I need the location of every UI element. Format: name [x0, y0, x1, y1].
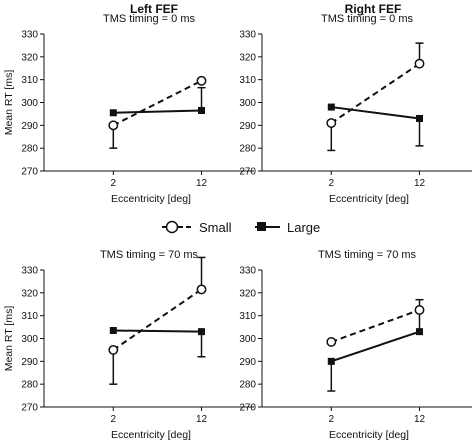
point-large: [198, 106, 205, 114]
chart-panel-2: TMS timing = 70 ms 270 280 290 300 310 320 330 2…: [3, 249, 254, 441]
x-axis-label: Eccentricity [deg]: [111, 193, 191, 205]
y-tick-label: 290: [21, 121, 38, 132]
series-line-small: [112, 288, 203, 351]
point-small: [326, 118, 337, 129]
panel-subtitle: TMS timing = 0 ms: [321, 13, 413, 25]
x-tick-label: 12: [414, 178, 426, 189]
y-tick-label: 270: [239, 403, 256, 414]
point-large: [198, 328, 205, 336]
y-tick-label: 310: [21, 75, 38, 86]
x-tick-label: 2: [111, 414, 117, 425]
y-tick-label: 270: [239, 167, 256, 178]
point-small: [108, 120, 119, 131]
x-tick-label: 12: [196, 414, 208, 425]
x-axis-label: Eccentricity [deg]: [329, 193, 409, 205]
x-tick-label: 12: [414, 414, 426, 425]
point-large: [109, 109, 117, 117]
y-tick-label: 280: [21, 380, 38, 391]
point-small: [196, 75, 207, 86]
point-small: [414, 305, 425, 315]
series-line-large: [113, 109, 202, 114]
y-tick-label: 320: [239, 288, 256, 299]
y-tick-label: 330: [21, 30, 38, 41]
legend-small-marker: [165, 220, 179, 234]
y-tick-label: 290: [239, 357, 256, 368]
y-tick-label: 330: [21, 266, 38, 277]
panel-subtitle: TMS timing = 70 ms: [100, 249, 199, 261]
point-large: [416, 328, 423, 336]
y-axis-label: Mean RT [ms]: [3, 306, 15, 372]
x-tick-label: 2: [329, 414, 335, 425]
point-large: [416, 114, 423, 122]
x-axis-label: Eccentricity [deg]: [111, 429, 191, 441]
x-tick-label: 2: [111, 178, 117, 189]
y-tick-label: 280: [21, 144, 38, 155]
y-tick-label: 300: [239, 98, 256, 109]
y-tick-label: 310: [239, 75, 256, 86]
point-small: [108, 344, 119, 355]
y-tick-label: 270: [21, 167, 38, 178]
chart-panel-3: TMS timing = 70 ms 270 280 290 300 310 320 330 2…: [239, 249, 472, 441]
chart-panel-0: TMS timing = 0 ms 270 280 290 300 310 320 330 2 1…: [3, 13, 254, 205]
column-title-right: Right FEF: [345, 2, 402, 16]
series-line-small: [330, 309, 420, 343]
column-title-left: Left FEF: [130, 2, 178, 16]
series-line-small: [330, 62, 421, 124]
y-tick-label: 270: [21, 403, 38, 414]
y-tick-label: 290: [239, 121, 256, 132]
series-line-large: [113, 329, 202, 333]
panel-subtitle: TMS timing = 0 ms: [103, 13, 195, 25]
legend: Small Large: [162, 220, 320, 235]
y-tick-label: 320: [21, 52, 38, 63]
panels: TMS timing = 0 ms 270 280 290 300 310 320 330 2 1…: [3, 13, 472, 441]
point-large: [327, 357, 335, 365]
point-small: [414, 58, 425, 69]
series-line-large: [331, 106, 420, 120]
y-tick-label: 310: [21, 311, 38, 322]
panel-subtitle: TMS timing = 70 ms: [318, 249, 417, 261]
y-tick-label: 290: [21, 357, 38, 368]
point-large: [109, 327, 117, 335]
series-line-large: [330, 330, 420, 363]
y-tick-label: 320: [21, 288, 38, 299]
x-axis-label: Eccentricity [deg]: [329, 429, 409, 441]
point-large: [327, 103, 335, 111]
point-small: [196, 284, 207, 295]
y-tick-label: 280: [239, 144, 256, 155]
legend-large-marker: [257, 222, 266, 231]
y-tick-label: 330: [239, 30, 256, 41]
x-tick-label: 2: [329, 178, 335, 189]
y-tick-label: 320: [239, 52, 256, 63]
y-tick-label: 300: [21, 334, 38, 345]
legend-large-label: Large: [287, 220, 320, 235]
point-small: [326, 336, 337, 347]
y-tick-label: 300: [239, 334, 256, 345]
series-line-small: [112, 79, 202, 127]
chart-panel-1: TMS timing = 0 ms 270 280 290 300 310 320 330 2 1…: [239, 13, 472, 205]
legend-small-label: Small: [199, 220, 232, 235]
y-tick-label: 310: [239, 311, 256, 322]
y-tick-label: 300: [21, 98, 38, 109]
y-tick-label: 280: [239, 380, 256, 391]
y-axis-label: Mean RT [ms]: [3, 70, 15, 136]
y-tick-label: 330: [239, 266, 256, 277]
x-tick-label: 12: [196, 178, 208, 189]
